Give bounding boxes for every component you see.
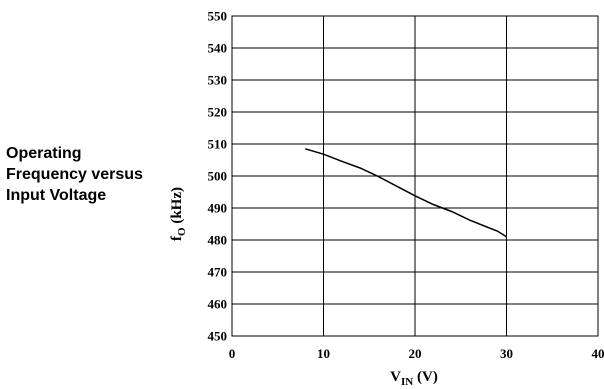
x-tick-label-40: 40 (592, 346, 604, 361)
series-line (304, 148, 507, 238)
y-tick-label-490: 490 (208, 201, 228, 216)
x-axis-label: VIN (V) (390, 369, 438, 388)
x-tick-label-0: 0 (229, 346, 236, 361)
x-tick-label-30: 30 (500, 346, 513, 361)
side-title-line-1: Operating (6, 145, 82, 162)
x-tick-labels: 0 10 20 30 40 (229, 346, 604, 361)
y-tick-label-500: 500 (208, 169, 228, 184)
y-tick-label-480: 480 (208, 233, 228, 248)
y-axis-label-main: f (169, 235, 185, 241)
y-axis-label: fO (kHz) (169, 187, 188, 241)
y-tick-label-540: 540 (208, 41, 228, 56)
y-tick-label-530: 530 (208, 73, 228, 88)
x-axis-label-sub: IN (401, 376, 413, 388)
y-tick-label-550: 550 (208, 9, 228, 24)
x-tick-label-20: 20 (409, 346, 422, 361)
side-title-line-3: Input Voltage (6, 187, 107, 204)
x-axis-label-unit: (V) (413, 369, 438, 385)
y-axis-label-unit: (kHz) (169, 187, 185, 227)
x-axis-label-main: V (390, 369, 401, 385)
grid-lines (231, 15, 599, 337)
y-tick-label-470: 470 (208, 265, 228, 280)
y-axis-label-sub: O (176, 227, 188, 236)
side-title-line-2: Frequency versus (6, 166, 143, 183)
y-tick-label-450: 450 (208, 329, 228, 344)
x-tick-label-10: 10 (317, 346, 330, 361)
side-title: Operating Frequency versus Input Voltage (6, 143, 176, 206)
y-tick-label-510: 510 (208, 137, 228, 152)
y-tick-labels: 450 460 470 480 490 500 510 520 530 540 550 (208, 9, 228, 344)
plot-frame (231, 15, 599, 337)
y-tick-label-520: 520 (208, 105, 228, 120)
y-tick-label-460: 460 (208, 297, 228, 312)
